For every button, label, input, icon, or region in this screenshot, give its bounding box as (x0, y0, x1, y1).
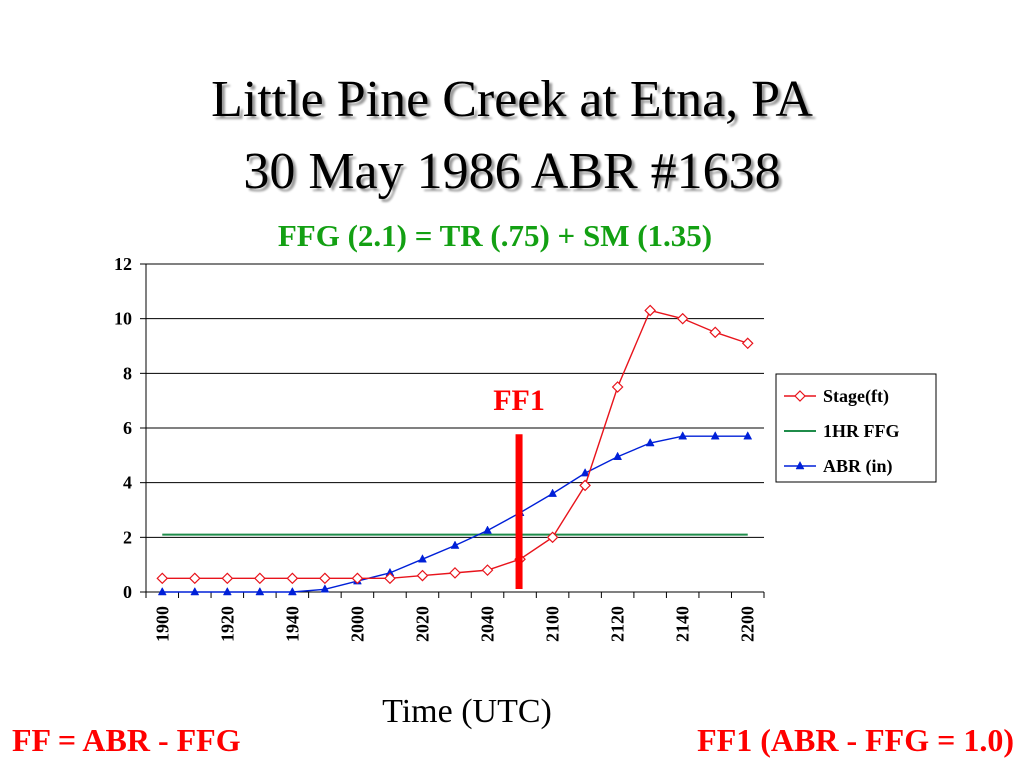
x-tick-label: 1940 (282, 606, 302, 642)
x-axis-title: Time (UTC) (382, 693, 552, 730)
y-tick-label: 8 (123, 363, 132, 383)
chart-subtitle: FFG (2.1) = TR (.75) + SM (1.35) (277, 218, 713, 253)
abr-point (287, 586, 297, 596)
legend-marker (794, 390, 806, 402)
legend-label: ABR (in) (823, 456, 893, 477)
x-tick-label: 2000 (347, 606, 367, 642)
abr-point (678, 431, 688, 440)
abr-point (645, 438, 655, 447)
abr-point (580, 468, 590, 477)
stage-point (741, 337, 754, 350)
series-line-0 (162, 309, 748, 580)
x-tick-label: 2020 (412, 606, 432, 642)
stage-point (644, 304, 657, 317)
abr-point (418, 554, 427, 563)
x-tick-label: 2100 (543, 606, 563, 642)
stage-point (156, 572, 169, 585)
stage-point (188, 572, 201, 585)
stage-point (253, 572, 266, 585)
stage-point (481, 564, 494, 576)
x-tick-label: 2140 (673, 606, 693, 642)
abr-point (548, 488, 557, 497)
y-tick-label: 10 (114, 309, 132, 329)
stage-point (546, 531, 559, 544)
y-tick-label: 2 (123, 527, 132, 547)
stage-point (286, 572, 299, 585)
legend-marker (795, 460, 805, 470)
x-tick-label: 2120 (608, 606, 628, 642)
abr-point (743, 431, 753, 440)
ff-formula-note: FF = ABR - FFG (12, 722, 241, 758)
x-tick-label: 2200 (738, 606, 758, 642)
stage-point (221, 572, 234, 585)
abr-point (710, 431, 720, 440)
y-tick-label: 0 (123, 582, 132, 602)
abr-point (320, 584, 330, 593)
y-tick-label: 12 (114, 254, 132, 274)
legend-label: Stage(ft) (823, 386, 889, 407)
abr-point (255, 586, 265, 596)
ff1-value-note: FF1 (ABR - FFG = 1.0) (697, 722, 1014, 758)
stage-point (384, 572, 396, 585)
y-tick-label: 6 (123, 418, 132, 438)
legend-label: 1HR FFG (823, 421, 900, 441)
stage-point (579, 479, 591, 492)
legend-box (775, 373, 937, 483)
abr-point (450, 540, 460, 549)
x-tick-label: 1900 (152, 606, 172, 642)
y-tick-label: 4 (123, 473, 132, 493)
page-title-line1: Little Pine Creek at Etna, PA (211, 71, 813, 128)
stage-point (416, 569, 429, 582)
x-tick-label: 1920 (217, 606, 237, 642)
x-tick-label: 2040 (478, 606, 498, 642)
abr-point (222, 586, 232, 596)
page-title-line2: 30 May 1986 ABR #1638 (243, 143, 781, 200)
stage-point (709, 326, 722, 339)
stage-point (319, 572, 331, 585)
stage-point (611, 381, 624, 393)
stage-point (449, 567, 461, 579)
ff1-label: FF1 (493, 384, 545, 417)
abr-point (157, 586, 167, 596)
abr-point (190, 586, 200, 596)
stage-point (351, 572, 364, 585)
abr-point (483, 525, 492, 534)
abr-point (613, 451, 623, 460)
stage-point (676, 312, 689, 325)
